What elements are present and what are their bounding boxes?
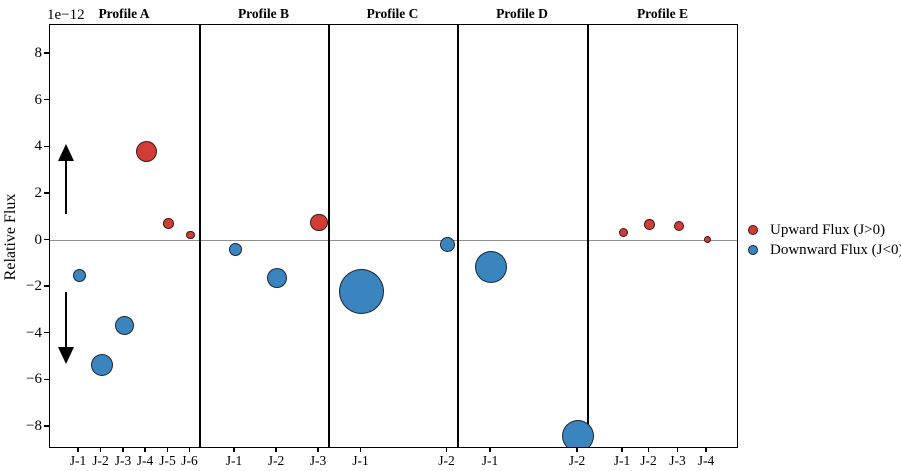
data-point	[338, 269, 385, 315]
y-tick-mark	[44, 425, 49, 427]
x-tick-mark	[489, 448, 491, 452]
legend-item-downward-flux: Downward Flux (J<0)	[746, 240, 901, 260]
y-tick-label: 8	[34, 45, 43, 62]
x-tick-label: J-2	[568, 453, 586, 468]
y-tick-mark	[44, 99, 49, 101]
data-point	[618, 227, 628, 237]
legend: Upward Flux (J>0) Downward Flux (J<0)	[746, 220, 901, 260]
y-tick-label: 6	[34, 91, 43, 108]
y-tick-mark	[44, 238, 49, 241]
x-tick-mark	[144, 448, 146, 452]
x-tick-label: J-1	[352, 453, 369, 468]
data-point	[440, 236, 455, 252]
panel-title: Profile C	[366, 6, 419, 21]
x-tick-mark	[166, 448, 169, 452]
data-point	[72, 268, 86, 282]
y-tick-mark	[44, 52, 49, 54]
panel-divider	[587, 25, 589, 447]
x-tick-label: J-1	[481, 453, 499, 468]
y-tick-mark	[44, 192, 49, 194]
x-tick-mark	[317, 448, 319, 452]
legend-label: Upward Flux (J>0)	[770, 221, 886, 238]
legend-label: Downward Flux (J<0)	[770, 241, 901, 258]
x-tick-label: J-5	[159, 453, 176, 468]
data-point	[562, 420, 594, 447]
x-tick-mark	[676, 448, 679, 452]
x-tick-label: J-2	[92, 453, 109, 468]
data-point	[310, 214, 328, 232]
x-tick-label: J-4	[136, 453, 154, 468]
panel-divider	[328, 25, 330, 447]
x-tick-mark	[576, 448, 578, 452]
x-tick-mark	[188, 448, 191, 452]
x-tick-mark	[445, 448, 448, 452]
x-tick-label: J-2	[438, 453, 455, 468]
panel-title: Profile E	[636, 6, 689, 21]
y-tick-label: −2	[26, 278, 42, 295]
x-tick-mark	[647, 448, 650, 452]
panel-divider	[457, 25, 459, 447]
x-tick-mark	[621, 448, 623, 452]
data-point	[475, 250, 507, 283]
x-tick-mark	[233, 448, 235, 452]
y-tick-label: 2	[34, 184, 43, 201]
y-tick-mark	[44, 378, 49, 380]
data-point	[267, 267, 287, 288]
x-tick-label: J-1	[69, 453, 87, 468]
x-tick-mark	[99, 448, 102, 452]
x-tick-mark	[705, 448, 707, 452]
data-point	[186, 230, 195, 240]
x-tick-label: J-2	[267, 453, 285, 468]
x-tick-label: J-3	[309, 453, 327, 468]
data-point	[673, 221, 684, 232]
data-point	[90, 354, 113, 377]
legend-item-upward-flux: Upward Flux (J>0)	[746, 220, 901, 240]
down-arrow-icon	[65, 291, 67, 349]
x-tick-label: J-3	[114, 453, 132, 468]
plot-area	[49, 24, 738, 448]
y-tick-label: 0	[34, 231, 43, 248]
panel-title: Profile B	[237, 6, 290, 21]
data-point	[114, 316, 134, 336]
data-point	[135, 141, 157, 163]
y-tick-label: −4	[26, 324, 42, 341]
downward-flux-marker-icon	[748, 245, 758, 255]
y-tick-label: −8	[26, 417, 42, 434]
x-tick-label: J-6	[181, 453, 198, 468]
x-tick-label: J-4	[697, 453, 715, 468]
data-point	[163, 218, 174, 230]
x-tick-label: J-1	[613, 453, 631, 468]
x-tick-label: J-2	[640, 453, 657, 468]
x-tick-mark	[359, 448, 362, 452]
x-tick-mark	[77, 448, 79, 452]
panel-title: Profile D	[496, 6, 548, 21]
up-arrow-head-icon	[58, 143, 74, 161]
x-tick-label: J-3	[669, 453, 686, 468]
data-point	[644, 219, 655, 230]
panel-divider	[199, 25, 201, 447]
y-tick-mark	[44, 145, 49, 147]
y-axis-offset-label: 1e−12	[47, 7, 85, 23]
y-tick-mark	[44, 285, 49, 287]
x-tick-label: J-1	[225, 453, 243, 468]
down-arrow-head-icon	[58, 346, 74, 364]
y-tick-label: −6	[26, 371, 42, 388]
y-tick-mark	[44, 332, 49, 334]
upward-flux-marker-icon	[748, 225, 758, 235]
panel-title: Profile A	[98, 6, 150, 21]
zero-line	[50, 240, 737, 241]
y-tick-label: 4	[34, 138, 43, 155]
x-tick-mark	[122, 448, 124, 452]
data-point	[703, 235, 711, 243]
data-point	[228, 243, 242, 257]
x-tick-mark	[275, 448, 277, 452]
up-arrow-icon	[65, 158, 67, 214]
